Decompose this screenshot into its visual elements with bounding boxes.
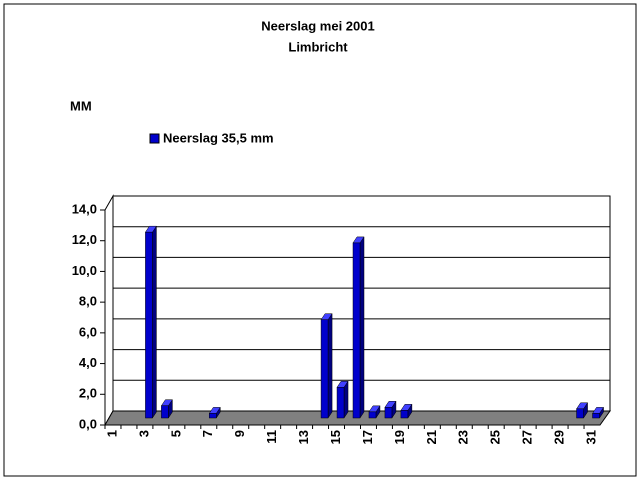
bar-front [384, 407, 393, 419]
bar-front [400, 410, 409, 419]
chart-subtitle: Limbricht [288, 39, 348, 54]
x-tick-label: 25 [488, 430, 503, 444]
y-tick-label: 12,0 [72, 232, 97, 247]
legend-label: Neerslag 35,5 mm [163, 130, 274, 145]
bar-front [592, 413, 600, 419]
y-tick-label: 10,0 [72, 263, 97, 278]
x-tick-label: 17 [360, 430, 375, 444]
x-tick-label: 5 [168, 430, 183, 437]
bar [592, 406, 604, 419]
y-axis-label: MM [70, 98, 92, 113]
bar [400, 403, 413, 419]
bar-front [336, 387, 345, 419]
y-tick-label: 14,0 [72, 201, 97, 216]
bar [320, 312, 333, 419]
bar-side [327, 312, 333, 419]
bar-front [145, 231, 153, 419]
bar-side [152, 225, 157, 419]
y-tick-label: 4,0 [79, 355, 97, 370]
x-tick-label: 29 [552, 430, 567, 444]
bar-side [359, 236, 365, 419]
y-tick-label: 8,0 [79, 294, 97, 309]
x-tick-label: 27 [520, 430, 535, 444]
bar [352, 236, 365, 419]
chart-title: Neerslag mei 2001 [261, 18, 374, 33]
x-tick-label: 7 [200, 430, 215, 437]
bar [208, 406, 221, 419]
bar-front [352, 242, 361, 419]
bar [160, 398, 173, 419]
x-tick-label: 1 [104, 430, 119, 437]
x-tick-label: 23 [456, 430, 471, 444]
x-tick-label: 3 [136, 430, 151, 437]
x-tick-label: 9 [232, 430, 247, 437]
bar-front [161, 405, 169, 419]
bar-front [320, 319, 329, 419]
x-tick-label: 31 [583, 430, 598, 444]
bar-front [576, 408, 584, 419]
y-tick-label: 0,0 [79, 416, 97, 431]
x-tick-label: 21 [424, 430, 439, 444]
x-tick-label: 13 [296, 430, 311, 444]
bar-front [209, 413, 217, 419]
legend-swatch [149, 133, 160, 144]
y-tick-label: 6,0 [79, 324, 97, 339]
bar [384, 400, 397, 419]
y-tick-label: 2,0 [79, 386, 97, 401]
x-tick-label: 11 [264, 430, 279, 444]
bar-front [368, 411, 377, 419]
side-wall [104, 194, 114, 427]
bar [576, 401, 589, 419]
bar [368, 405, 381, 419]
x-tick-label: 19 [392, 430, 407, 444]
x-tick-label: 15 [328, 430, 343, 444]
bar [144, 225, 157, 419]
bar [336, 380, 349, 419]
